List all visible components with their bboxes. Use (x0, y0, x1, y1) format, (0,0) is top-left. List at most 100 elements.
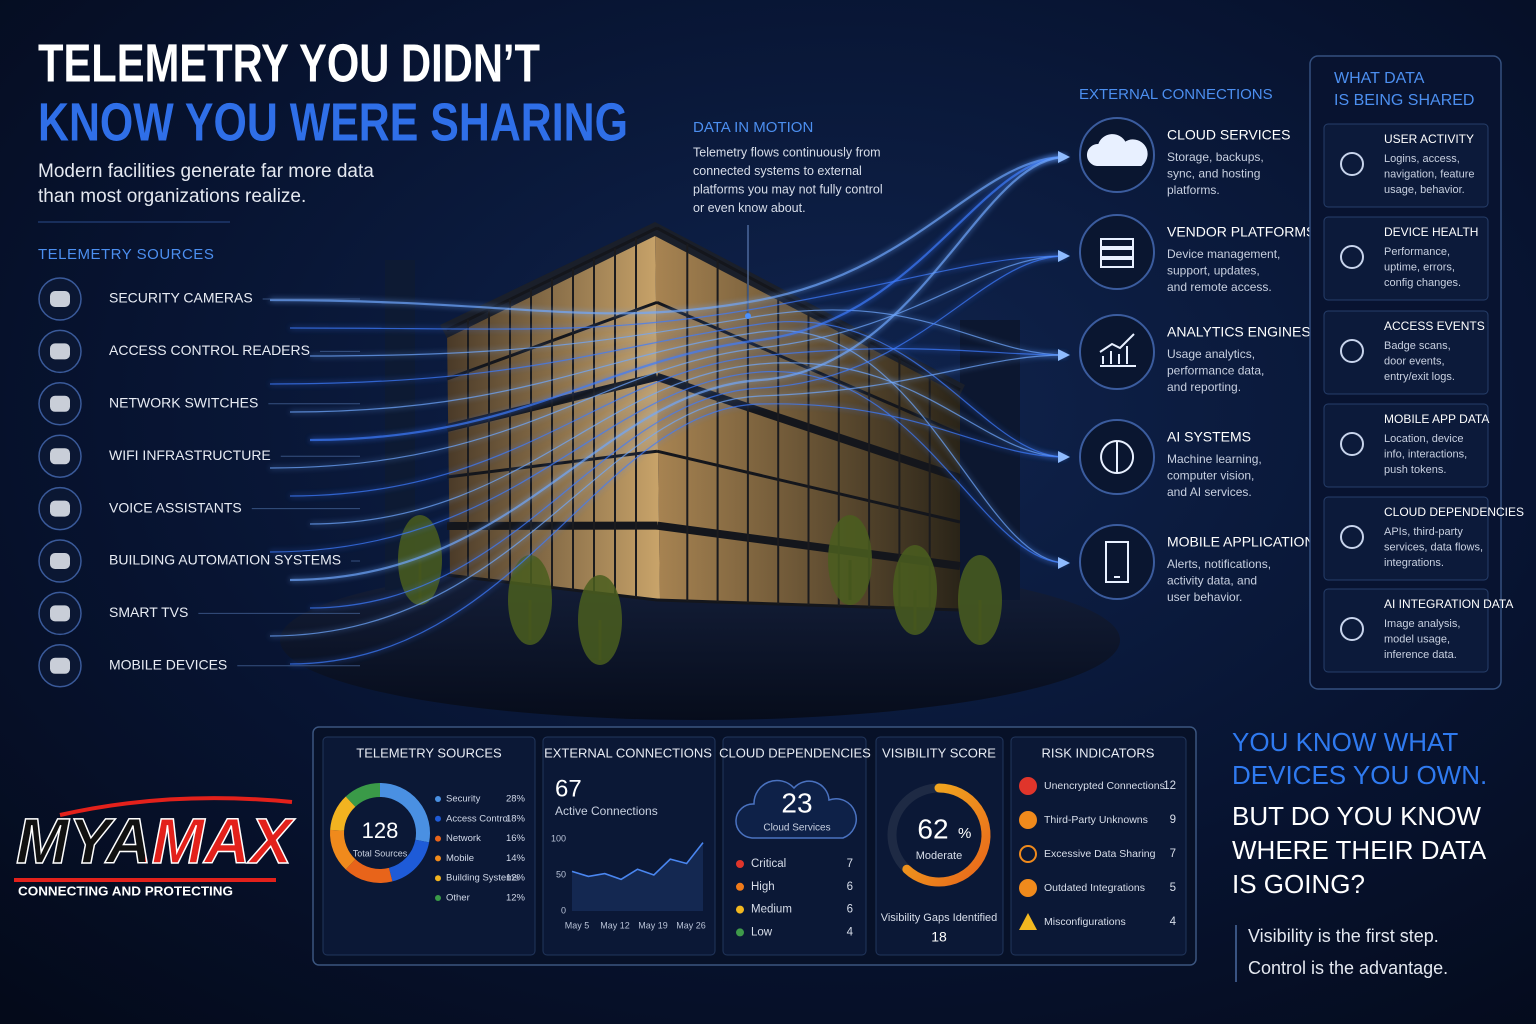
shared-icon (1340, 617, 1364, 641)
source-label: BUILDING AUTOMATION SYSTEMS (109, 552, 341, 568)
skyline (960, 320, 1020, 600)
risk-icon (1019, 777, 1037, 795)
connection-icon (1079, 314, 1155, 390)
level-name: Low (751, 926, 773, 938)
risk-icon (1019, 913, 1037, 930)
source-icon-glyph (50, 657, 70, 674)
source-label: SMART TVS (109, 604, 188, 620)
donut-segment (345, 858, 393, 883)
flow (269, 255, 1067, 469)
flow (289, 330, 1067, 564)
panel-title: EXTERNAL CONNECTIONS (544, 745, 712, 760)
tree (958, 555, 1002, 645)
connection-icon (1079, 524, 1155, 600)
legend-value: 28% (506, 794, 526, 805)
level-name: Medium (751, 904, 792, 916)
level-dot (736, 905, 744, 914)
source-icon-glyph (50, 343, 70, 360)
connection-glyph (1105, 541, 1129, 583)
source-label: VOICE ASSISTANTS (109, 499, 242, 515)
y-tick-label: 0 (561, 905, 566, 915)
flow (289, 403, 1067, 665)
legend-dot (435, 835, 441, 842)
pointer-dot (745, 313, 751, 319)
card-desc: navigation, feature (1384, 168, 1475, 180)
arrow-head (1058, 151, 1070, 163)
risk-name: Unencrypted Connections (1044, 780, 1165, 792)
dashboard-panel (322, 736, 536, 956)
risk-name: Misconfigurations (1044, 916, 1126, 928)
level-dot (736, 928, 744, 937)
legend-label: Network (446, 833, 481, 844)
risk-value: 4 (1170, 916, 1177, 928)
flow (269, 155, 1067, 315)
arrow-head (1058, 349, 1070, 361)
legend-value: 12% (506, 873, 526, 884)
x-tick-label: May 12 (600, 920, 630, 930)
closing-lead: DEVICES YOU OWN. (1232, 760, 1487, 790)
card-desc: inference data. (1384, 649, 1457, 661)
source-icon-glyph (50, 448, 70, 465)
connection-desc: sync, and hosting (1167, 167, 1260, 181)
kpi: 67 (555, 775, 582, 802)
subtitle: Modern facilities generate far more data (38, 161, 374, 182)
y-tick-label: 100 (551, 833, 566, 843)
connection-desc: platforms. (1167, 183, 1220, 197)
card-desc: push tokens. (1384, 464, 1446, 476)
card-desc: info, interactions, (1384, 448, 1467, 460)
description: Telemetry flows continuously from (693, 145, 881, 159)
source-label: NETWORK SWITCHES (109, 395, 258, 411)
shared-icon (1340, 339, 1364, 363)
card-desc: services, data flows, (1384, 541, 1483, 553)
connection-icon (1079, 214, 1155, 290)
connection-desc: Machine learning, (1167, 452, 1262, 466)
card-desc: model usage, (1384, 633, 1450, 645)
shared-icon (1340, 432, 1364, 456)
description: or even know about. (693, 201, 806, 215)
connection-desc: support, updates, (1167, 264, 1260, 278)
legend-value: 16% (506, 833, 526, 844)
closing-question: WHERE THEIR DATA (1232, 835, 1487, 865)
risk-icon (1019, 879, 1037, 897)
connection-glyph (1099, 333, 1136, 367)
logo: MYAMAX (16, 805, 295, 877)
connection-desc: and reporting. (1167, 380, 1241, 394)
legend-value: 18% (506, 813, 526, 824)
shared-card (1323, 496, 1489, 581)
x-tick-label: May 26 (676, 920, 706, 930)
card-desc: Performance, (1384, 246, 1450, 258)
tree (828, 515, 872, 605)
donut-total: 128 (362, 818, 399, 843)
shared-icon (1340, 245, 1364, 269)
connection-title: CLOUD SERVICES (1167, 127, 1290, 143)
kpi-caption: Active Connections (555, 804, 658, 818)
card-title: MOBILE APP DATA (1384, 412, 1489, 426)
donut-caption: Total Sources (353, 848, 408, 858)
legend-dot (435, 875, 441, 882)
gaps-value: 18 (931, 929, 947, 945)
card-desc: Logins, access, (1384, 153, 1460, 165)
dashboard-panel (875, 736, 1004, 956)
card-desc: usage, behavior. (1384, 184, 1465, 196)
card-desc: Image analysis, (1384, 618, 1460, 630)
connection-title: MOBILE APPLICATIONS (1167, 534, 1324, 550)
card-desc: integrations. (1384, 557, 1444, 569)
donut-segment (330, 829, 356, 870)
connection-desc: and remote access. (1167, 280, 1272, 294)
level-dot (736, 860, 744, 868)
panel-title: RISK INDICATORS (1042, 745, 1155, 760)
flow (309, 155, 1067, 442)
card-desc: Location, device (1384, 433, 1464, 445)
connection-desc: computer vision, (1167, 469, 1254, 483)
title: KNOW YOU WERE SHARING (38, 92, 628, 152)
connection-title: VENDOR PLATFORMS (1167, 224, 1315, 240)
flow (269, 371, 1067, 564)
risk-name: Outdated Integrations (1044, 882, 1145, 894)
connection-desc: Storage, backups, (1167, 150, 1264, 164)
source-icon-glyph (50, 553, 70, 569)
connection-desc: user behavior. (1167, 590, 1242, 604)
building-frame (398, 226, 1002, 665)
legend-label: Building Systems (446, 873, 519, 884)
level-value: 4 (847, 926, 854, 938)
